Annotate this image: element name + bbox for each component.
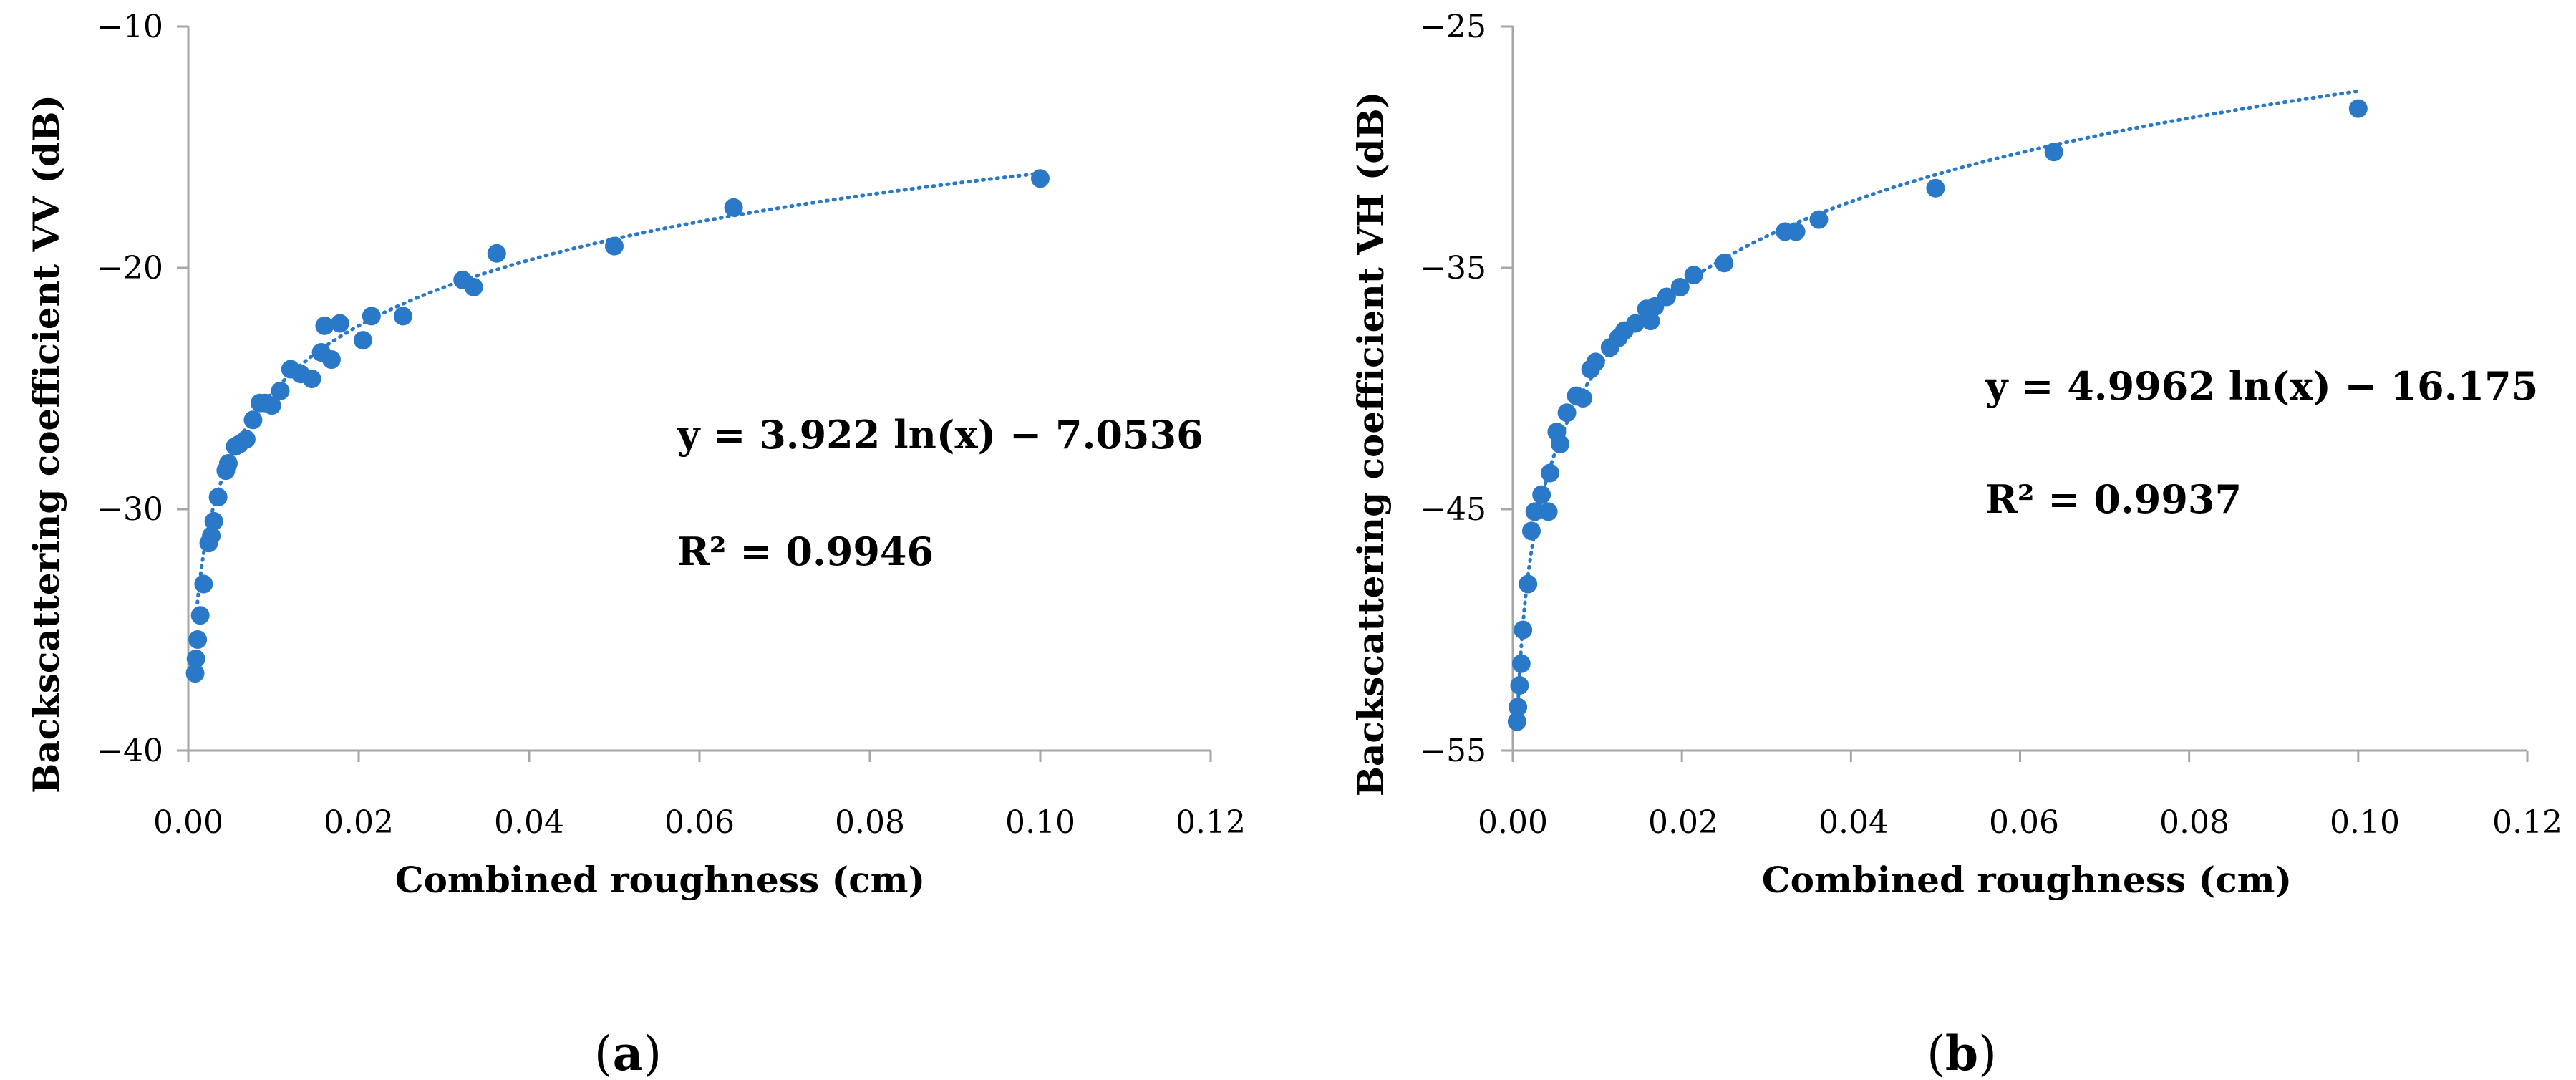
data-point [1525,502,1544,521]
data-point [353,331,372,350]
data-point [1532,485,1551,504]
data-point [262,396,281,415]
data-point [202,526,221,546]
data-point [1539,502,1558,521]
ytick-label: −25 [1420,9,1486,45]
data-point [1809,210,1829,229]
data-point [1514,620,1533,640]
data-point [218,453,238,473]
data-point [1557,403,1577,423]
plot-area-b [1501,25,2529,762]
panel-label-letter: b [1945,1026,1978,1080]
data-point [1926,178,1945,198]
data-point [1509,698,1528,717]
xtick-label: 0.10 [2330,804,2400,841]
data-point [1586,352,1605,372]
data-point [1511,654,1531,673]
data-point [1786,222,1806,241]
xtick-label: 0.02 [1648,804,1718,841]
data-point [1551,435,1570,454]
xtick-label: 0.10 [1005,804,1075,841]
data-point [1510,676,1529,695]
chart-panel-b: −25 −35 −45 −55 0.00 0.02 0.04 0.06 0.08… [1350,9,2562,1080]
data-point [1670,277,1690,296]
xtick-label: 0.12 [1176,804,1246,841]
data-point [194,574,213,594]
x-axis-label: Combined roughness (cm) [1762,859,2292,901]
data-point [1519,574,1538,594]
data-point [464,277,483,296]
data-point [330,314,349,333]
ytick-label: −45 [1420,491,1486,528]
y-axis-label: Backscattering coefficient VV (dB) [25,95,67,794]
xtick-label: 0.00 [153,804,223,841]
y-axis-label: Backscattering coefficient VH (dB) [1350,92,1392,797]
data-point [185,664,205,683]
xtick-label: 0.06 [1989,804,2059,841]
data-point [190,606,210,625]
r-squared: R² = 0.9937 [1985,476,2242,522]
data-point [1684,266,1703,285]
regression-equation: y = 3.922 ln(x) − 7.0536 [677,412,1204,458]
ytick-label: −40 [97,733,163,769]
panel-label-open: ( [594,1026,613,1080]
plot-area-a [177,25,1212,762]
data-point [302,370,321,389]
data-point [2348,99,2368,118]
data-point [487,244,506,263]
xtick-label: 0.08 [2159,804,2229,841]
data-point [186,649,205,668]
panel-label-letter: a [613,1026,644,1080]
data-point [724,198,743,217]
panel-label-b: (b) [1927,1026,1997,1080]
ytick-label: −10 [97,9,163,45]
xtick-label: 0.06 [664,804,735,841]
xtick-label: 0.02 [324,804,394,841]
data-point [1521,521,1541,541]
data-point [243,410,263,430]
ytick-label: −55 [1420,733,1486,769]
data-point [271,381,290,400]
xtick-label: 0.04 [1819,804,1889,841]
data-point [393,307,412,326]
ytick-label: −20 [97,250,163,286]
data-point [1031,169,1050,188]
data-point [208,488,228,507]
chart-panel-a: −10 −20 −30 −40 0.00 0.02 0.04 0.06 0.08… [25,9,1246,1080]
data-point [2044,143,2063,162]
xtick-label: 0.12 [2492,804,2562,841]
xtick-label: 0.00 [1478,804,1548,841]
data-point [1507,712,1526,731]
xtick-label: 0.04 [494,804,564,841]
data-point [362,307,381,326]
data-point [1641,312,1660,331]
panel-label-open: ( [1927,1026,1945,1080]
data-point [1574,388,1593,408]
data-point [204,511,223,531]
data-point [188,630,208,649]
ytick-label: −30 [97,491,163,528]
data-point [605,236,624,256]
r-squared: R² = 0.9946 [677,529,934,574]
data-point [236,430,256,449]
panel-label-a: (a) [594,1026,662,1080]
x-axis-label: Combined roughness (cm) [395,859,925,901]
xtick-label: 0.08 [835,804,905,841]
ytick-label: −35 [1420,250,1486,286]
data-point [1715,254,1734,273]
panel-label-close: ) [643,1026,662,1080]
data-point [1540,463,1559,483]
data-point [321,350,341,370]
data-point [315,316,334,335]
panel-label-close: ) [1978,1026,1997,1080]
trendline [1516,89,2360,699]
data-point [1657,287,1676,307]
data-point [1626,314,1645,333]
regression-equation: y = 4.9962 ln(x) − 16.175 [1985,363,2538,409]
